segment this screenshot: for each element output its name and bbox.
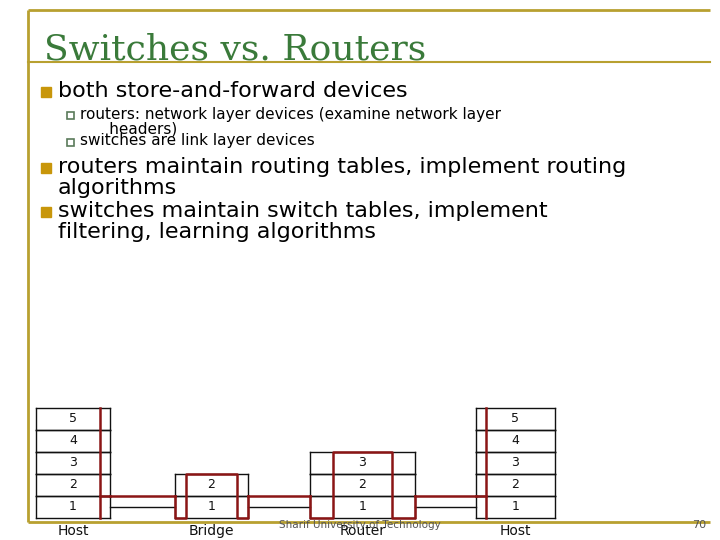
- Text: Host: Host: [58, 524, 89, 538]
- Bar: [66, 111, 73, 118]
- Text: algorithms: algorithms: [58, 178, 177, 198]
- Text: switches maintain switch tables, implement: switches maintain switch tables, impleme…: [58, 201, 548, 221]
- Bar: [41, 87, 51, 97]
- Text: routers maintain routing tables, implement routing: routers maintain routing tables, impleme…: [58, 157, 626, 177]
- Text: routers: network layer devices (examine network layer: routers: network layer devices (examine …: [80, 106, 501, 122]
- Text: 2: 2: [359, 478, 366, 491]
- Text: 2: 2: [207, 478, 215, 491]
- Text: 70: 70: [692, 520, 706, 530]
- Bar: [41, 207, 51, 217]
- Text: 1: 1: [207, 501, 215, 514]
- Bar: [41, 163, 51, 173]
- Text: 2: 2: [512, 478, 519, 491]
- Text: 1: 1: [512, 501, 519, 514]
- Text: Switches vs. Routers: Switches vs. Routers: [44, 32, 426, 66]
- Text: Router: Router: [340, 524, 385, 538]
- Bar: [66, 138, 73, 145]
- Text: 5: 5: [511, 413, 520, 426]
- Text: switches are link layer devices: switches are link layer devices: [80, 133, 315, 148]
- Text: 4: 4: [512, 435, 519, 448]
- Text: 3: 3: [512, 456, 519, 469]
- Text: 1: 1: [359, 501, 366, 514]
- Text: Bridge: Bridge: [189, 524, 234, 538]
- Text: filtering, learning algorithms: filtering, learning algorithms: [58, 222, 376, 242]
- Text: 1: 1: [69, 501, 77, 514]
- Text: Sharif University of Technology: Sharif University of Technology: [279, 520, 441, 530]
- Text: 3: 3: [359, 456, 366, 469]
- Text: headers): headers): [80, 122, 177, 137]
- Text: 5: 5: [69, 413, 77, 426]
- Text: both store-and-forward devices: both store-and-forward devices: [58, 81, 408, 101]
- Text: 2: 2: [69, 478, 77, 491]
- Text: Host: Host: [500, 524, 531, 538]
- Text: 4: 4: [69, 435, 77, 448]
- Text: 3: 3: [69, 456, 77, 469]
